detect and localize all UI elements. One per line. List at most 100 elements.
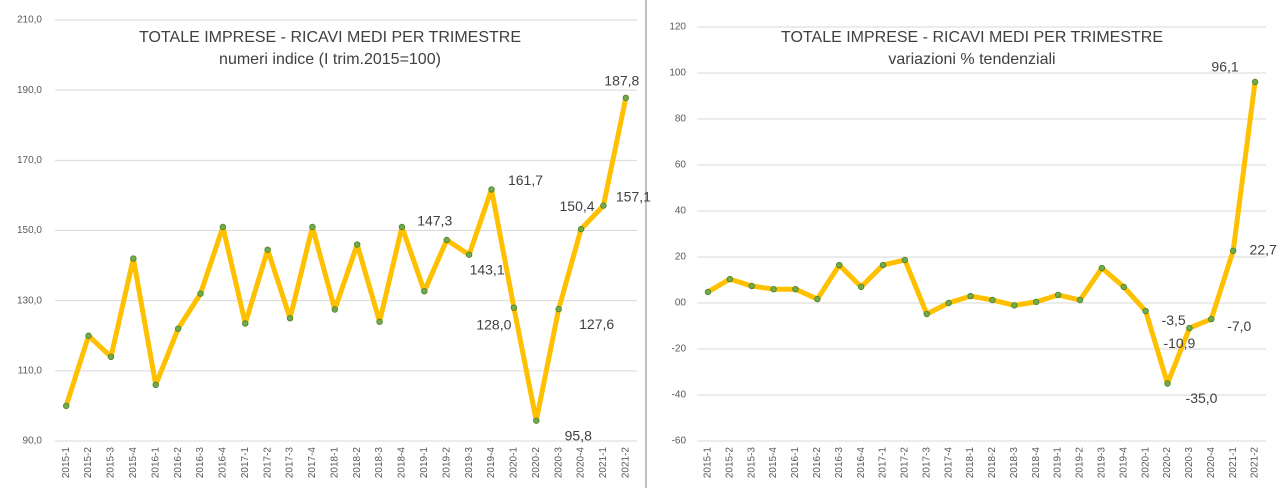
data-point [398,223,406,231]
data-point [465,251,473,258]
data-point [107,353,115,360]
x-tick-label: 2018-4 [397,447,408,479]
data-label: 157,1 [616,188,651,204]
x-tick-label: 2015-2 [83,447,94,479]
x-tick-label: 2019-4 [486,447,497,479]
x-tick-label: 2016-2 [812,447,823,479]
y-tick-label: 110,0 [18,365,43,376]
x-tick-label: 2018-4 [1031,447,1042,479]
data-point [945,299,952,307]
y-tick-label: -60 [672,436,687,447]
data-point [1208,315,1215,323]
data-point [622,94,630,102]
data-point [726,275,734,283]
x-tick-label: 2019-1 [419,447,430,479]
data-point [792,286,799,293]
data-point [152,381,159,389]
x-tick-label: 2020-3 [553,447,564,479]
y-tick-label: 20 [675,252,687,263]
data-point [130,255,137,262]
x-tick-label: 2016-1 [790,447,801,479]
data-point [443,236,450,244]
data-point [219,223,227,231]
data-point [967,292,974,300]
data-label: 143,1 [470,261,505,277]
line-series [706,81,1258,386]
x-tick-label: 2016-2 [173,447,184,479]
data-label: 22,7 [1250,241,1277,257]
x-tick-label: 2017-1 [240,447,251,479]
data-point [510,304,518,311]
x-tick-label: 2015-1 [61,447,72,479]
data-point [264,246,271,253]
data-point [421,287,428,295]
y-tick-label: 80 [675,114,687,125]
data-point [1011,302,1018,309]
y-tick-label: 40 [675,206,687,217]
data-point [814,295,821,303]
data-point [331,306,339,313]
data-label: -7,0 [1227,318,1251,334]
y-tick-label: 210,0 [17,15,42,26]
x-tick-label: 2017-2 [262,447,273,479]
data-point [577,225,585,233]
x-tick-label: 2019-3 [464,447,475,479]
x-tick-label: 2017-1 [878,447,889,479]
x-tick-label: 2018-3 [374,447,385,479]
data-point [836,261,843,269]
data-point [376,318,383,325]
x-tick-label: 2020-4 [1206,447,1217,479]
data-point [1251,78,1259,86]
x-tick-label: 2020-2 [1162,447,1173,479]
data-point [353,241,361,248]
data-point [1098,264,1106,272]
x-tick-label: 2020-1 [1140,447,1151,479]
y-tick-label: 90,0 [23,436,43,447]
data-point [879,261,887,269]
x-tick-label: 2015-3 [746,447,757,479]
x-tick-label: 2020-4 [576,447,587,479]
data-point [242,320,249,327]
x-tick-label: 2018-1 [329,447,340,479]
y-tick-label: 190,0 [17,85,42,96]
y-tick-label: 170,0 [17,155,42,166]
data-point [600,202,607,209]
data-label: -3,5 [1162,312,1186,328]
x-tick-label: 2021-1 [1228,447,1239,479]
y-tick-label: -20 [672,344,687,355]
y-tick-label: 00 [675,298,687,309]
data-point [85,332,92,339]
data-point [989,296,996,304]
x-tick-label: 2021-2 [620,447,631,479]
x-tick-label: 2021-1 [598,447,609,479]
data-point [286,315,294,322]
x-tick-label: 2017-4 [943,447,954,479]
data-label: -35,0 [1186,390,1218,406]
data-label: 147,3 [417,213,452,229]
x-tick-label: 2015-4 [768,447,779,479]
data-point [197,290,204,297]
x-tick-label: 2019-4 [1118,447,1129,479]
x-tick-label: 2020-1 [509,447,520,479]
x-tick-label: 2021-2 [1250,447,1261,479]
x-tick-label: 2016-4 [218,447,229,479]
data-point [62,402,70,410]
data-point [857,283,865,291]
chart-title: TOTALE IMPRESE - RICAVI MEDI PER TRIMEST… [139,29,521,46]
y-tick-label: 120 [669,22,686,33]
chart-subtitle: numeri indice (I trim.2015=100) [219,51,441,68]
y-tick-label: 130,0 [17,295,42,306]
x-tick-label: 2020-3 [1184,447,1195,479]
data-label: 96,1 [1211,59,1238,75]
y-tick-label: 150,0 [17,225,42,236]
data-label: -10,9 [1163,335,1195,351]
data-label: 127,6 [579,316,614,332]
x-tick-label: 2016-4 [856,447,867,479]
x-tick-label: 2019-2 [1075,447,1086,479]
data-point [923,310,930,318]
x-tick-label: 2017-2 [900,447,911,479]
data-point [770,286,777,293]
x-tick-label: 2019-3 [1097,447,1108,479]
